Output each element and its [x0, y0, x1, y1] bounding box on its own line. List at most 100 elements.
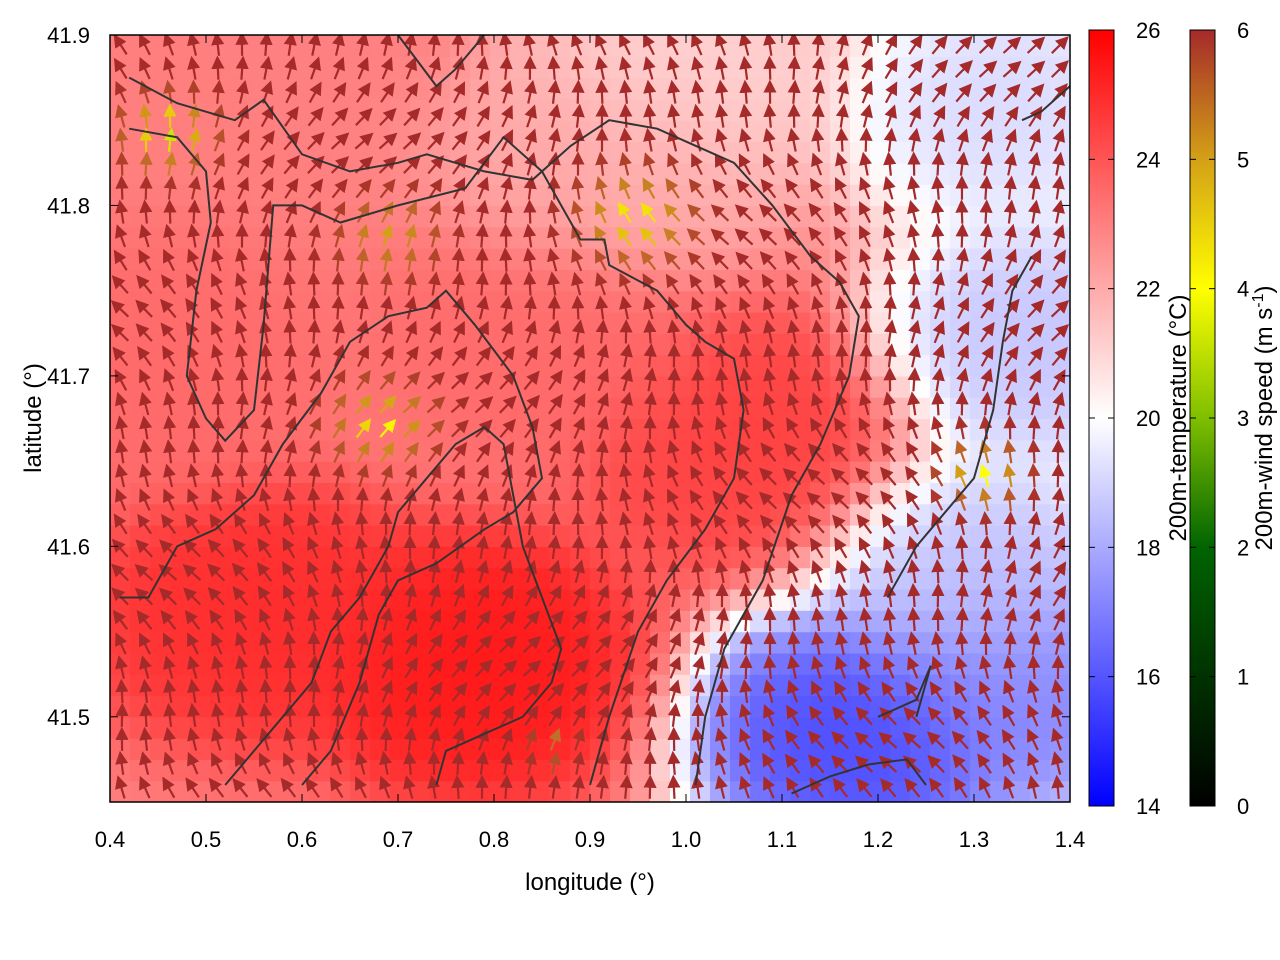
heatmap-cell — [830, 780, 851, 802]
heatmap-cell — [150, 397, 171, 420]
wind-arrow — [499, 247, 513, 272]
heatmap-cell — [130, 312, 151, 334]
heatmap-cell — [650, 269, 671, 292]
heatmap-cell — [570, 652, 591, 675]
heatmap-cell — [330, 77, 351, 100]
heatmap-cell — [290, 98, 311, 121]
heatmap-cell — [570, 184, 591, 206]
heatmap-cell — [370, 397, 391, 420]
heatmap-cell — [310, 780, 331, 802]
heatmap-cell — [230, 439, 251, 462]
heatmap-cell — [350, 269, 371, 292]
heatmap-cell — [870, 674, 891, 697]
heatmap-cell — [890, 290, 911, 313]
heatmap-cell — [170, 759, 191, 782]
heatmap-cell — [570, 418, 591, 441]
heatmap-cell — [170, 418, 191, 441]
heatmap-cell — [810, 226, 831, 249]
heatmap-cell — [930, 652, 951, 675]
heatmap-cell — [210, 205, 231, 228]
heatmap-cell — [770, 333, 791, 356]
heatmap-cell — [530, 759, 551, 782]
heatmap-cell — [570, 461, 591, 483]
heatmap-cell — [590, 77, 611, 100]
heatmap-cell — [430, 695, 451, 718]
heatmap-cell — [150, 77, 171, 100]
heatmap-cell — [350, 184, 371, 206]
heatmap-cell — [790, 695, 811, 718]
heatmap-cell — [670, 248, 691, 270]
heatmap-cell — [810, 738, 831, 760]
heatmap-cell — [770, 56, 791, 79]
wind-arrow — [187, 79, 201, 104]
wind-arrow — [979, 535, 993, 560]
heatmap-cell — [950, 716, 971, 739]
heatmap-cell — [190, 780, 211, 802]
heatmap-cell — [1050, 610, 1070, 633]
wind-arrow — [1003, 630, 1017, 656]
heatmap-cell — [750, 652, 771, 675]
heatmap-cell — [470, 695, 491, 718]
heatmap-cell — [650, 333, 671, 356]
heatmap-cell — [290, 248, 311, 270]
heatmap-cell — [870, 716, 891, 739]
heatmap-cell — [1030, 312, 1051, 334]
heatmap-cell — [350, 780, 371, 802]
heatmap-cell — [470, 205, 491, 228]
heatmap-cell — [210, 716, 231, 739]
heatmap-cell — [230, 588, 251, 611]
heatmap-cell — [130, 205, 151, 228]
heatmap-cell — [810, 120, 831, 143]
heatmap-cell — [530, 141, 551, 164]
heatmap-cell — [490, 226, 511, 249]
heatmap-cell — [870, 312, 891, 334]
heatmap-cell — [150, 759, 171, 782]
heatmap-cell — [110, 716, 131, 739]
heatmap-cell — [690, 226, 711, 249]
colorbar-tick-label: 4 — [1237, 277, 1249, 302]
wind-arrow — [955, 606, 969, 632]
heatmap-cell — [590, 98, 611, 121]
heatmap-cell — [930, 610, 951, 633]
heatmap-cell — [690, 77, 711, 100]
heatmap-cell — [510, 759, 531, 782]
wind-arrow — [979, 199, 993, 224]
wind-arrow — [835, 343, 849, 368]
heatmap-cell — [1030, 354, 1051, 377]
heatmap-cell — [270, 248, 291, 270]
heatmap-cell — [290, 461, 311, 483]
heatmap-cell — [1010, 397, 1031, 420]
wind-arrow — [139, 151, 153, 176]
colorbar-tick-label: 20 — [1136, 406, 1160, 431]
heatmap-cell — [350, 588, 371, 611]
heatmap-cell — [230, 162, 251, 185]
heatmap-cell — [690, 290, 711, 313]
heatmap-cell — [550, 375, 571, 398]
heatmap-cell — [650, 397, 671, 420]
heatmap-cell — [670, 269, 691, 292]
heatmap-cell — [690, 354, 711, 377]
heatmap-cell — [1010, 716, 1031, 739]
heatmap-cell — [450, 525, 471, 547]
heatmap-cell — [1010, 290, 1031, 313]
wind-arrow — [931, 247, 945, 272]
heatmap-cell — [310, 588, 331, 611]
heatmap-cell — [150, 141, 171, 164]
heatmap-cell — [930, 525, 951, 547]
heatmap-cell — [270, 397, 291, 420]
heatmap-cell — [990, 482, 1011, 505]
wind-arrow — [643, 774, 657, 799]
heatmap-cell — [410, 716, 431, 739]
heatmap-cell — [210, 439, 231, 462]
wind-arrow — [907, 582, 921, 608]
heatmap-cell — [850, 439, 871, 462]
x-tick-label: 0.5 — [191, 827, 222, 852]
heatmap-cell — [650, 759, 671, 782]
heatmap-cell — [990, 205, 1011, 228]
heatmap-cell — [150, 695, 171, 718]
heatmap-cell — [410, 418, 431, 441]
heatmap-cell — [810, 354, 831, 377]
heatmap-cell — [610, 439, 631, 462]
heatmap-cell — [630, 738, 651, 760]
heatmap-cell — [590, 312, 611, 334]
